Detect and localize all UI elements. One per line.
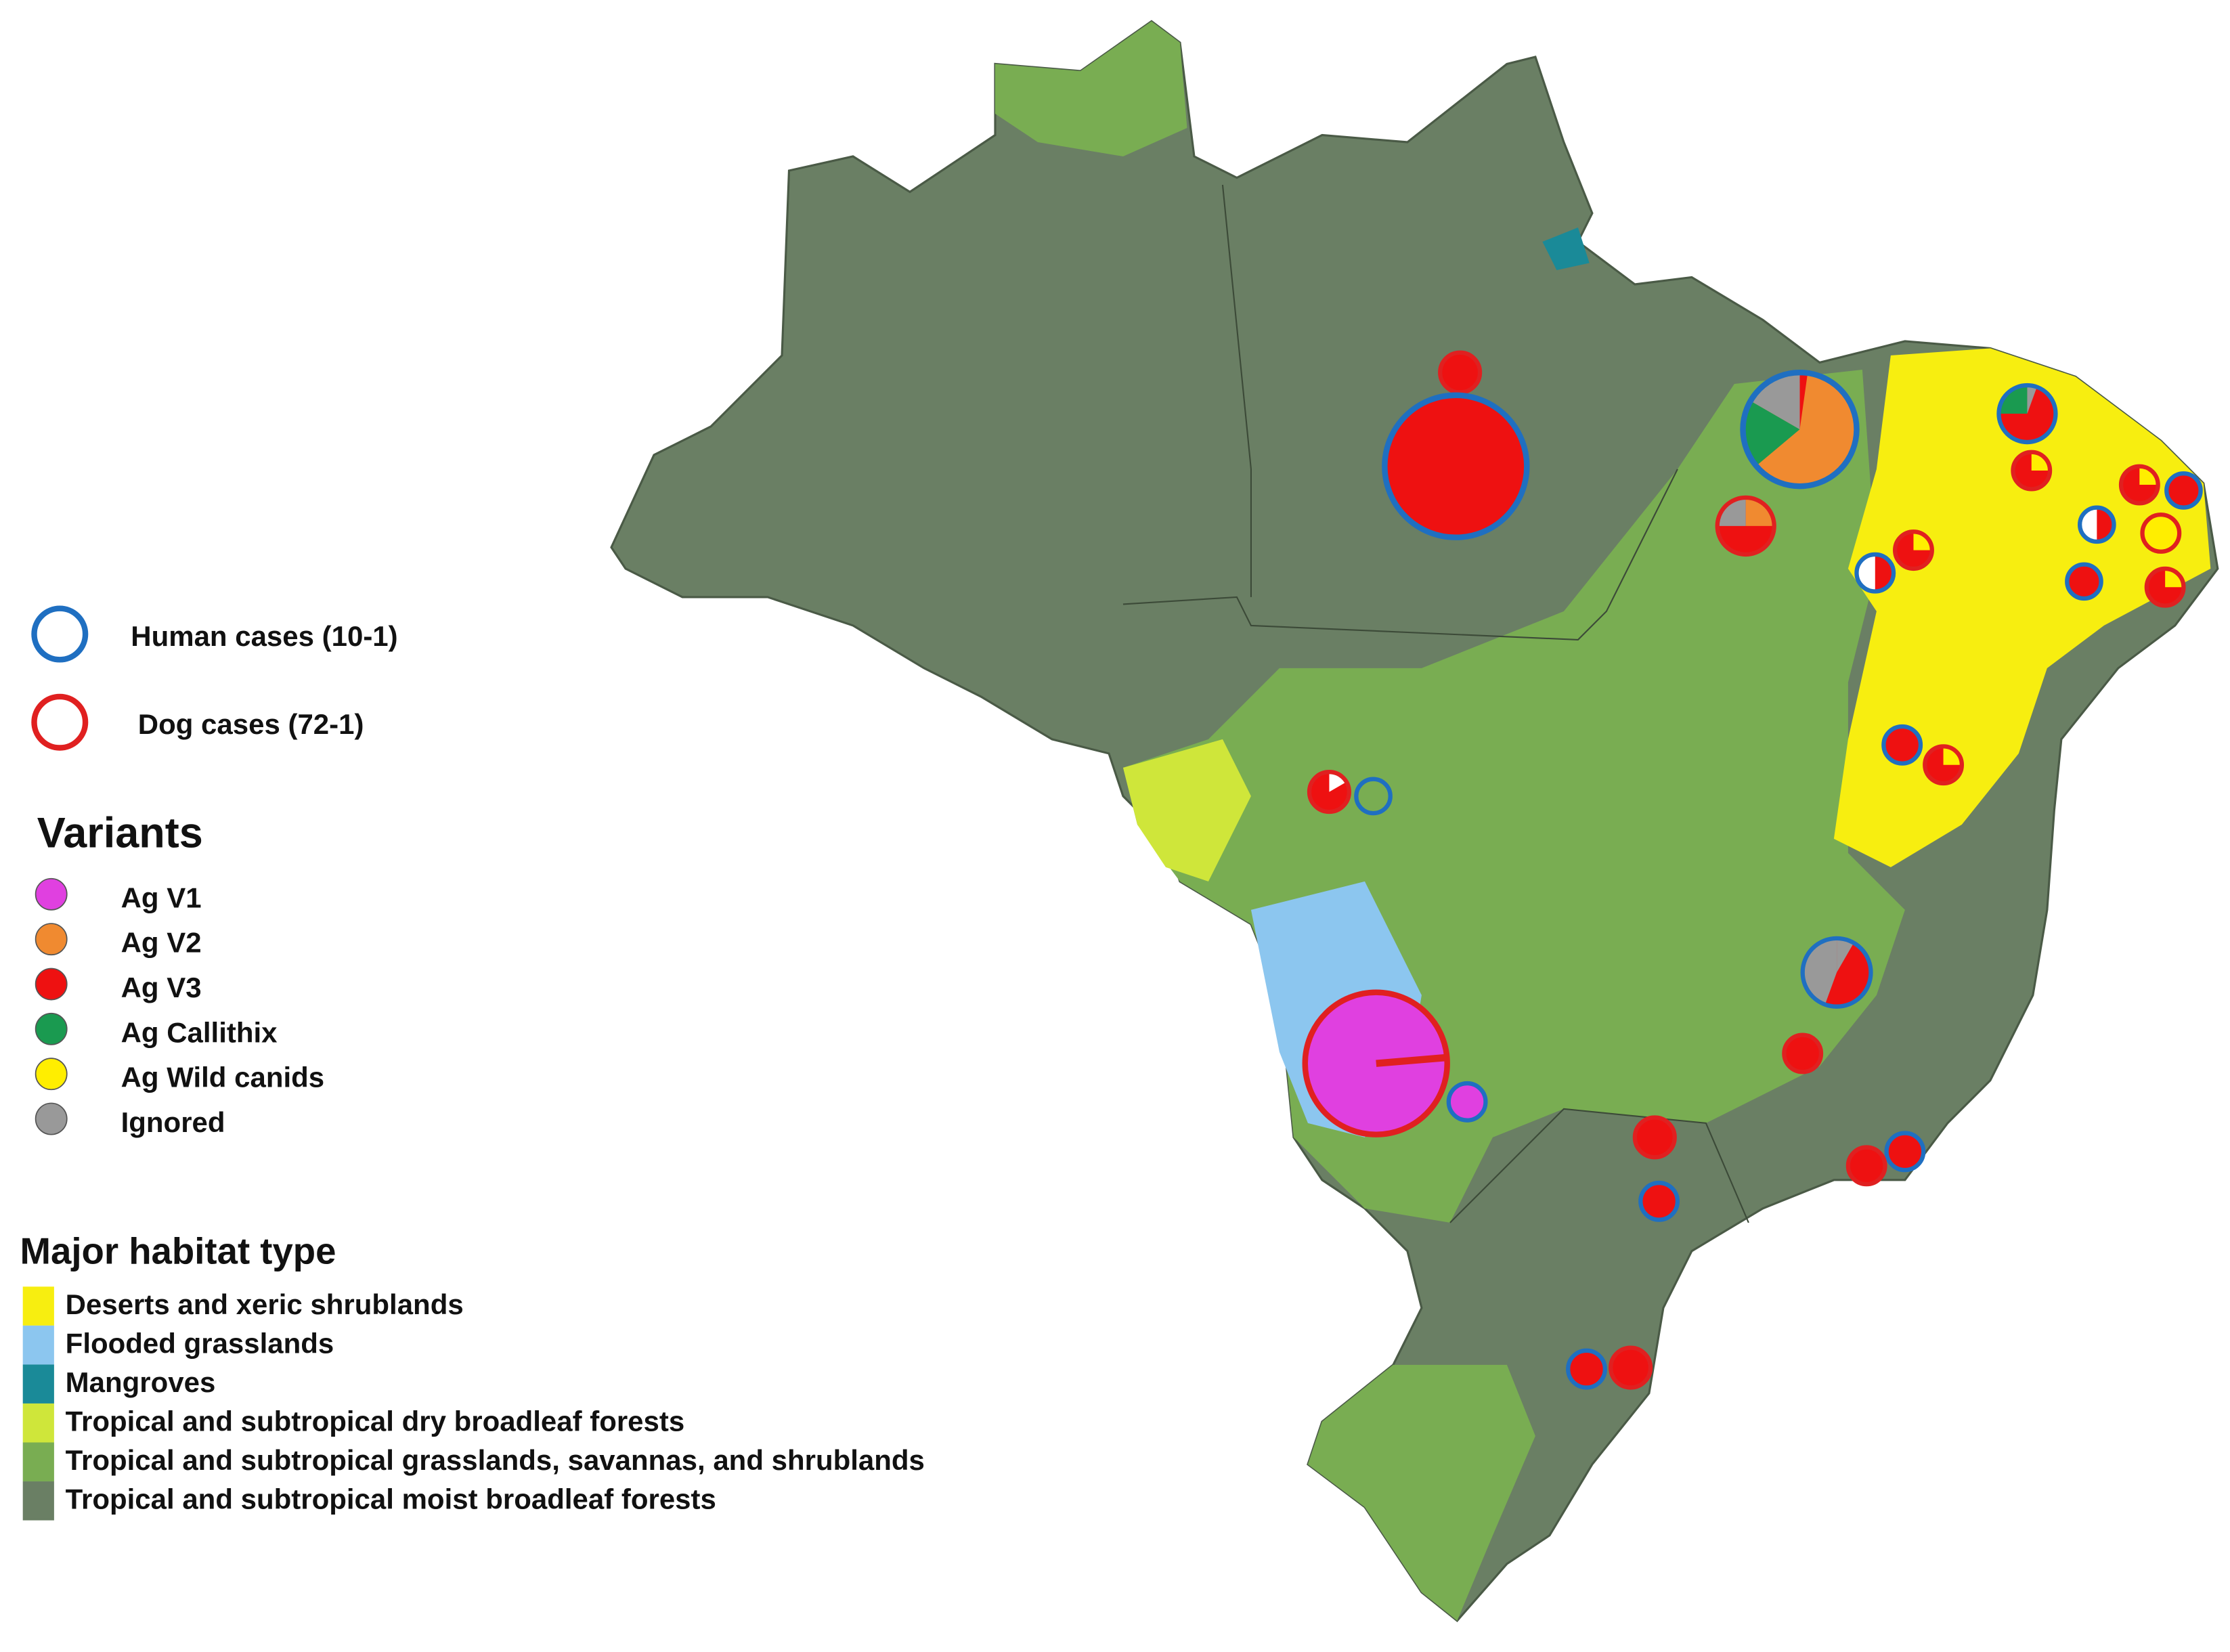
case-ring: [1438, 350, 1483, 395]
desert-region: [1833, 348, 2211, 867]
case-pie: [1640, 1183, 1678, 1220]
habitat-label: Tropical and subtropical grasslands, sav…: [66, 1444, 925, 1476]
case-ring: [2078, 505, 2116, 544]
case-ring: [1382, 392, 1530, 540]
variant-label: Ag Callithix: [121, 1016, 278, 1048]
pie-wedge: [1998, 385, 2028, 414]
habitat-swatch: [22, 1403, 54, 1443]
case-pie: [1611, 1347, 1651, 1388]
pie-wedge: [1799, 372, 1808, 430]
habitat-swatch: [22, 1364, 54, 1404]
case-ring: [1893, 529, 1934, 571]
case-ring: [2011, 450, 2053, 492]
habitat-label: Mangroves: [66, 1366, 216, 1398]
case-ring: [1638, 1180, 1680, 1222]
case-ring: [2144, 566, 2186, 608]
case-pie: [1448, 1083, 1486, 1121]
case-pie: [1384, 395, 1527, 538]
case-ring: [1740, 369, 1860, 490]
variant-label: Ag V1: [121, 882, 202, 913]
pie-wedge: [2165, 568, 2184, 588]
case-ring: [1302, 989, 1450, 1137]
case-ring: [1881, 724, 1923, 766]
case-ring: [1996, 383, 2058, 445]
pie-wedge: [2027, 385, 2037, 414]
case-ring: [1632, 1115, 1677, 1160]
case-pie: [1886, 1133, 1924, 1171]
case-pie: [2142, 515, 2180, 552]
case-legend-ring: [31, 693, 89, 751]
case-ring: [1307, 770, 1351, 814]
pie-wedge: [2139, 466, 2158, 485]
state-borders: [1221, 184, 1252, 597]
habitat-label: Deserts and xeric shrublands: [66, 1288, 464, 1320]
variant-swatch: [35, 923, 68, 956]
case-legend-ring: [31, 605, 89, 663]
case-symbols: [1302, 350, 2203, 1390]
case-ring: [1609, 1345, 1653, 1390]
case-pie: [1848, 1147, 1885, 1185]
case-ring: [1800, 936, 1873, 1009]
case-ring: [2140, 512, 2182, 554]
case-ring: [1446, 1081, 1488, 1123]
variant-swatch: [35, 1102, 68, 1135]
grassland-south: [1307, 1364, 1535, 1621]
mangrove-region: [1542, 227, 1590, 270]
pie-wedge: [1837, 938, 1854, 973]
case-legend-label: Dog cases (72-1): [138, 708, 364, 740]
case-pie: [1784, 1035, 1821, 1072]
case-ring: [1354, 777, 1393, 816]
case-ring: [1845, 1145, 1887, 1187]
pie-wedge: [1913, 531, 1932, 550]
habitat-swatch: [22, 1442, 54, 1482]
habitat-label: Tropical and subtropical moist broadleaf…: [66, 1483, 716, 1515]
pie-wedge: [1943, 746, 1962, 765]
case-ring: [2164, 471, 2203, 510]
pie-slice-line: [1376, 1054, 1445, 1067]
case-pie: [2067, 564, 2101, 599]
variant-swatch: [35, 1058, 68, 1091]
case-pie: [1883, 726, 1921, 764]
variant-swatch: [35, 968, 68, 1001]
case-legend-label: Human cases (10-1): [131, 620, 397, 652]
case-ring: [2118, 464, 2160, 506]
habitat-swatch: [22, 1286, 54, 1326]
case-pie: [1440, 352, 1481, 393]
state-borders: [1122, 469, 1678, 640]
case-pie: [1568, 1350, 1605, 1388]
case-ring: [1782, 1032, 1824, 1074]
case-ring: [1854, 552, 1896, 594]
habitat-swatch: [22, 1325, 54, 1365]
variants-title: Variants: [37, 809, 203, 856]
case-ring: [2065, 562, 2103, 601]
legend: Human cases (10-1) Dog cases (72-1) Varian…: [20, 605, 925, 1521]
pie-wedge: [1745, 497, 1774, 526]
variant-label: Ag Wild canids: [121, 1062, 325, 1093]
habitat-label: Flooded grasslands: [66, 1327, 334, 1359]
grassland-north: [994, 21, 1187, 156]
variant-swatch: [35, 1012, 68, 1045]
variant-swatch: [35, 877, 68, 911]
case-pie: [2166, 473, 2201, 508]
case-ring: [1923, 744, 1965, 786]
pie-wedge: [1743, 401, 1800, 466]
variant-label: Ignored: [121, 1106, 225, 1138]
variant-label: Ag V2: [121, 927, 202, 959]
case-pie: [1634, 1117, 1675, 1158]
case-ring: [1884, 1131, 1926, 1173]
case-ring: [1715, 495, 1776, 557]
state-borders: [1449, 1108, 1749, 1223]
habitat-title: Major habitat type: [20, 1230, 336, 1271]
habitat-swatch: [22, 1481, 54, 1521]
dry-forest-region: [1122, 739, 1251, 882]
pie-wedge: [1717, 497, 1746, 526]
pie-wedge: [1802, 938, 1837, 1005]
case-ring: [1566, 1348, 1607, 1390]
variant-label: Ag V3: [121, 972, 202, 1003]
habitat-label: Tropical and subtropical dry broadleaf f…: [66, 1405, 685, 1437]
pie-wedge: [2031, 452, 2051, 471]
brazil-map: [610, 20, 2219, 1622]
